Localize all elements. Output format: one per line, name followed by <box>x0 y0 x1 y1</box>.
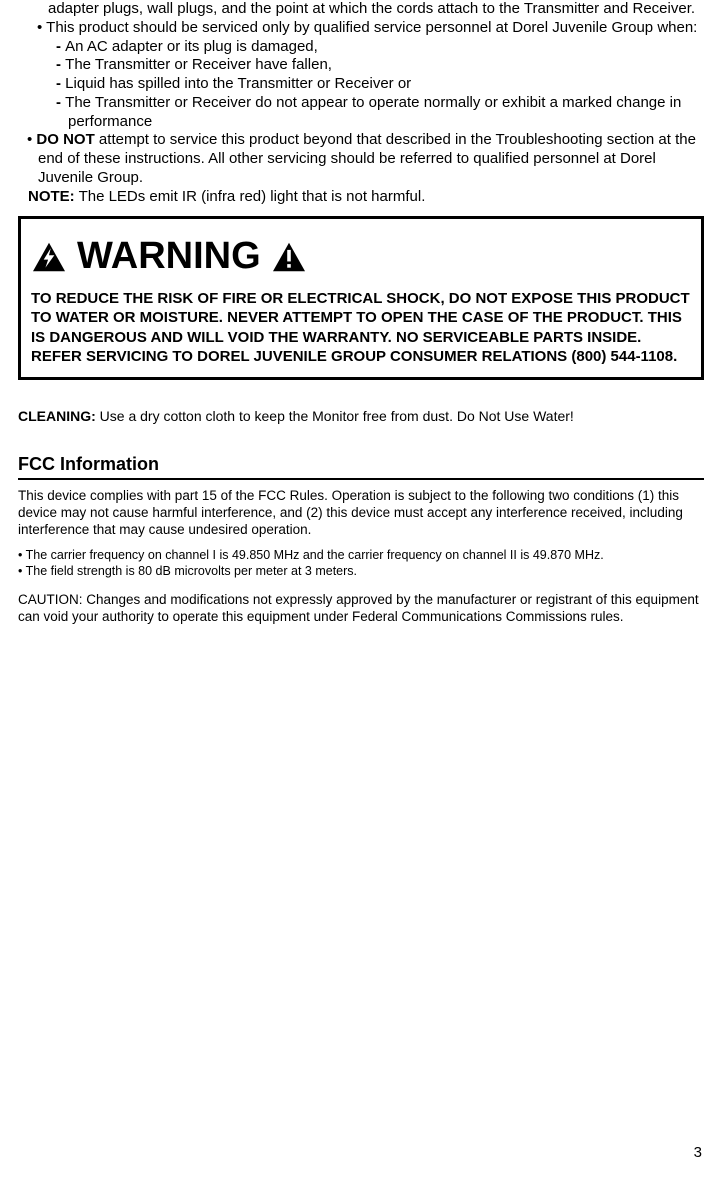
exclamation-triangle-icon <box>271 241 307 273</box>
warning-box: WARNING TO REDUCE THE RISK OF FIRE OR EL… <box>18 216 704 380</box>
bullet-dot: • <box>37 19 46 36</box>
dash-text: The Transmitter or Receiver do not appea… <box>65 94 681 130</box>
service-intro-text: This product should be serviced only by … <box>46 19 697 36</box>
dash-prefix: - <box>56 75 65 92</box>
dash-text: Liquid has spilled into the Transmitter … <box>65 75 411 92</box>
cleaning-line: CLEANING: Use a dry cotton cloth to keep… <box>18 408 704 426</box>
warning-title: WARNING <box>77 233 261 281</box>
donot-bullet: • DO NOT attempt to service this product… <box>18 131 704 187</box>
donot-bold: DO NOT <box>36 131 94 148</box>
fcc-heading: FCC Information <box>18 453 704 480</box>
fcc-bullet-2: • The field strength is 80 dB microvolts… <box>18 564 704 580</box>
dash-text: An AC adapter or its plug is damaged, <box>65 38 318 55</box>
dash-item-3: - Liquid has spilled into the Transmitte… <box>18 75 704 94</box>
service-bullet: • This product should be serviced only b… <box>18 19 704 38</box>
cleaning-label: CLEANING: <box>18 408 96 424</box>
fcc-bullets: • The carrier frequency on channel I is … <box>18 548 704 579</box>
fcc-caution: CAUTION: Changes and modifications not e… <box>18 592 704 626</box>
dash-item-1: - An AC adapter or its plug is damaged, <box>18 38 704 57</box>
dash-prefix: - <box>56 56 65 73</box>
page-content: adapter plugs, wall plugs, and the point… <box>18 0 704 625</box>
lightning-triangle-icon <box>31 241 67 273</box>
page-number: 3 <box>694 1144 702 1163</box>
dash-item-2: - The Transmitter or Receiver have falle… <box>18 56 704 75</box>
dash-text: The Transmitter or Receiver have fallen, <box>65 56 332 73</box>
note-line: NOTE: The LEDs emit IR (infra red) light… <box>18 188 704 207</box>
warning-body: TO REDUCE THE RISK OF FIRE OR ELECTRICAL… <box>31 289 691 367</box>
fcc-para1: This device complies with part 15 of the… <box>18 488 704 539</box>
warning-header: WARNING <box>31 233 691 281</box>
dash-item-4: - The Transmitter or Receiver do not app… <box>18 94 704 132</box>
fcc-bullet-1: • The carrier frequency on channel I is … <box>18 548 704 564</box>
intro-fragment: adapter plugs, wall plugs, and the point… <box>18 0 704 19</box>
note-rest: The LEDs emit IR (infra red) light that … <box>75 188 426 205</box>
intro-text: adapter plugs, wall plugs, and the point… <box>48 0 695 17</box>
dash-prefix: - <box>56 94 65 111</box>
dash-prefix: - <box>56 38 65 55</box>
cleaning-text: Use a dry cotton cloth to keep the Monit… <box>96 408 574 424</box>
note-bold: NOTE: <box>28 188 75 205</box>
bullet-dot: • <box>27 131 36 148</box>
donot-rest: attempt to service this product beyond t… <box>38 131 696 186</box>
